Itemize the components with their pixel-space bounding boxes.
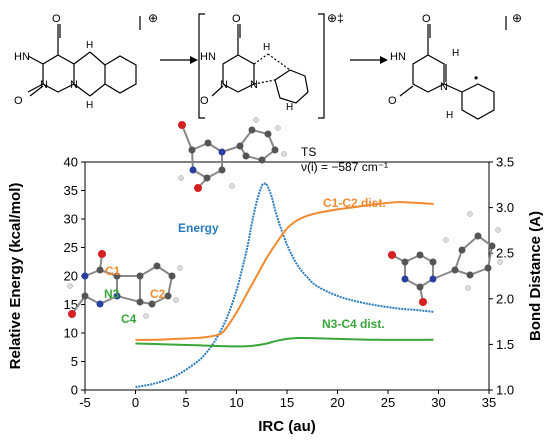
product-n: N [440, 81, 448, 93]
irc-chart: IRC (au) Relative Energy (kcal/mol) Bond… [7, 117, 544, 435]
atom-label-c1: C1 [105, 264, 121, 278]
reactant-charge: ⊕ [148, 11, 158, 25]
y-tick-label: 25 [64, 240, 78, 255]
series-energy-line [135, 182, 434, 389]
product-o-bottom: O [388, 95, 397, 107]
product-nh: HN [390, 51, 406, 63]
y2-tick-label: 2.0 [496, 291, 514, 306]
y-tick-label: 40 [64, 155, 78, 170]
y-tick-label: 15 [64, 297, 78, 312]
y-tick-label: 0 [71, 383, 78, 398]
reactant-h-bottom: H [86, 100, 93, 111]
atom-label-n3: N3 [104, 287, 120, 301]
ts-h-top: H [263, 42, 270, 53]
ts-structure [211, 24, 309, 104]
series-layer [135, 182, 434, 389]
ts-3d-model [178, 117, 287, 192]
x-tick-label: 0 [132, 395, 139, 410]
ts-o-bottom: O [200, 95, 209, 107]
y2-tick-label: 3.0 [496, 200, 514, 215]
reactant-o-bottom: O [14, 95, 23, 107]
x-tick-label: 10 [229, 395, 243, 410]
ts-o-top: O [232, 13, 241, 25]
x-tick-label: 25 [381, 395, 395, 410]
product-charge: ⊕ [512, 11, 522, 25]
y-tick-label: 10 [64, 326, 78, 341]
ts-n2: N [250, 79, 258, 91]
y2-tick-label: 1.0 [496, 383, 514, 398]
reaction-arrow-1 [160, 56, 198, 64]
product-h: H [452, 48, 459, 59]
product-o-top: O [422, 13, 431, 25]
y-tick-label: 35 [64, 183, 78, 198]
reactant-3d-model [67, 250, 183, 319]
reaction-arrow-2 [350, 56, 388, 64]
y2-tick-label: 2.5 [496, 246, 514, 261]
series-label-energy: Energy [178, 221, 219, 235]
x-tick-label: 15 [280, 395, 294, 410]
reactant-o-top: O [52, 13, 61, 25]
reactant-n1: N [40, 79, 48, 91]
product-h2: H [446, 110, 453, 121]
ts-h-bottom: H [286, 102, 293, 113]
reactant-h-top: H [86, 40, 93, 51]
x-tick-label: 20 [330, 395, 344, 410]
ts-charge: ⊕‡ [327, 11, 344, 25]
y-axis-label: Relative Energy (kcal/mol) [7, 183, 24, 370]
y2-tick-label: 1.5 [496, 337, 514, 352]
ts-nh: HN [200, 51, 216, 63]
ts-annotation-line2: ν(i) = −587 cm⁻¹ [301, 160, 388, 174]
y-tick-label: 30 [64, 212, 78, 227]
reactant-n2: N [70, 79, 78, 91]
reactant-structure [27, 24, 137, 97]
reactant-nh: HN [14, 51, 30, 63]
plot-frame [84, 161, 490, 391]
product-radical: • [474, 71, 478, 85]
product-3d-model [388, 211, 503, 306]
reaction-scheme: O HN O N N H H ⊕ O HN O N N H H [14, 11, 522, 121]
ts-n1: N [220, 79, 228, 91]
x-axis-label: IRC (au) [258, 418, 316, 435]
series-label-n3c4: N3-C4 dist. [322, 317, 385, 331]
series-label-c1c2: C1-C2 dist. [323, 196, 386, 210]
y2-tick-label: 3.5 [496, 155, 514, 170]
y2-axis-label: Bond Distance (A) [527, 211, 544, 341]
ticks-layer: -5 0 5 10 15 20 25 30 3505101520253035401.01.52.… [64, 155, 515, 411]
y-tick-label: 5 [71, 354, 78, 369]
ts-bracket-left [198, 13, 205, 119]
ts-annotation-line1: TS [301, 145, 316, 159]
series-n3c4-line [135, 336, 434, 348]
atom-label-c2: C2 [150, 287, 166, 301]
atom-label-c4: C4 [121, 312, 137, 326]
x-tick-label: 5 [182, 395, 189, 410]
product-structure [399, 24, 495, 120]
x-tick-label: 30 [431, 395, 445, 410]
x-tick-label: -5 [79, 395, 91, 410]
x-tick-label: 35 [482, 395, 496, 410]
y-tick-label: 20 [64, 269, 78, 284]
ts-bracket-right [318, 13, 325, 119]
